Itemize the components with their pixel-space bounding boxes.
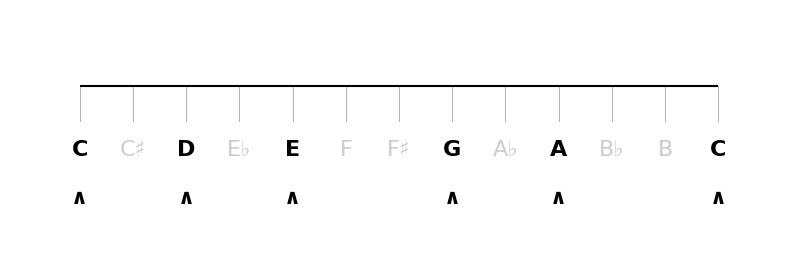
Text: A♭: A♭ xyxy=(492,140,518,160)
Text: C: C xyxy=(72,140,88,160)
Text: ∧: ∧ xyxy=(284,188,301,208)
Text: B♭: B♭ xyxy=(599,140,625,160)
Text: D: D xyxy=(177,140,196,160)
Text: G: G xyxy=(443,140,461,160)
Text: F: F xyxy=(339,140,352,160)
Text: ∧: ∧ xyxy=(71,188,89,208)
Text: B: B xyxy=(658,140,673,160)
Text: ∧: ∧ xyxy=(550,188,567,208)
Text: A: A xyxy=(550,140,567,160)
Text: E: E xyxy=(285,140,300,160)
Text: ∧: ∧ xyxy=(444,188,460,208)
Text: F♯: F♯ xyxy=(387,140,411,160)
Text: E♭: E♭ xyxy=(227,140,251,160)
Text: ∧: ∧ xyxy=(178,188,195,208)
Text: ∧: ∧ xyxy=(709,188,727,208)
Text: C♯: C♯ xyxy=(120,140,146,160)
Text: C: C xyxy=(710,140,726,160)
